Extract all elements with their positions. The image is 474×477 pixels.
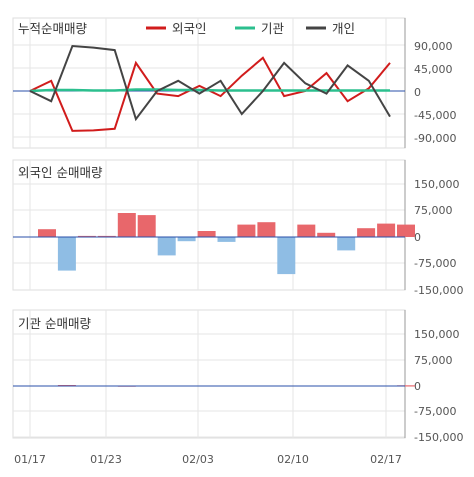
y-tick-label: -75,000 bbox=[414, 405, 456, 418]
bar bbox=[217, 237, 236, 242]
bar bbox=[57, 237, 76, 271]
x-axis: 01/17 01/23 02/03 02/10 02/17 bbox=[14, 453, 402, 466]
y-tick-label: -90,000 bbox=[414, 132, 456, 145]
bar bbox=[377, 223, 396, 237]
y-axis-ticks: 150,000 75,000 0 -75,000 -150,000 bbox=[414, 178, 463, 297]
bar bbox=[397, 224, 415, 237]
y-tick-label: 0 bbox=[414, 231, 421, 244]
y-tick-label: 90,000 bbox=[414, 40, 453, 53]
bar bbox=[237, 224, 256, 237]
institution-net-trading-panel: 기관 순매매량 150,000 75,000 0 -75,000 -150,00… bbox=[12, 309, 463, 444]
foreign-series-line bbox=[29, 56, 391, 132]
panel-title: 기관 순매매량 bbox=[18, 316, 91, 331]
individual-series-line bbox=[29, 44, 391, 122]
bars bbox=[13, 385, 415, 387]
institution-series-line bbox=[29, 88, 390, 93]
x-tick-label: 02/03 bbox=[182, 453, 214, 466]
y-tick-label: 0 bbox=[414, 86, 421, 99]
legend-label-individual: 개인 bbox=[332, 21, 355, 36]
panel-title: 누적순매매량 bbox=[18, 21, 88, 36]
y-tick-label: 0 bbox=[414, 380, 421, 393]
panel-title: 외국인 순매매량 bbox=[18, 165, 103, 180]
bar bbox=[38, 229, 56, 237]
x-tick-label: 02/10 bbox=[277, 453, 309, 466]
bar bbox=[357, 228, 376, 237]
legend: 외국인 기관 개인 bbox=[146, 21, 355, 36]
legend-label-institution: 기관 bbox=[261, 21, 285, 36]
y-tick-label: 150,000 bbox=[414, 178, 460, 191]
bar bbox=[177, 237, 196, 242]
foreign-net-trading-panel: 외국인 순매매량 150,000 75,000 0 -75,000 -150,0… bbox=[12, 159, 463, 297]
bars bbox=[13, 213, 415, 275]
gridlines bbox=[13, 18, 406, 148]
series-lines bbox=[13, 44, 405, 132]
bar bbox=[397, 385, 415, 387]
cumulative-net-trading-panel: 누적순매매량 외국인 기관 개인 90,000 45,000 0 -45,000… bbox=[12, 17, 456, 149]
bar bbox=[257, 222, 276, 237]
y-axis-ticks: 90,000 45,000 0 -45,000 -90,000 bbox=[414, 40, 456, 145]
bar bbox=[197, 231, 216, 237]
y-tick-label: -150,000 bbox=[414, 431, 463, 444]
x-tick-label: 01/23 bbox=[90, 453, 122, 466]
bar bbox=[137, 215, 156, 237]
legend-label-foreign: 외국인 bbox=[172, 21, 207, 36]
y-tick-label: 75,000 bbox=[414, 204, 453, 217]
x-tick-label: 02/17 bbox=[370, 453, 402, 466]
y-tick-label: -150,000 bbox=[414, 284, 463, 297]
bar bbox=[317, 232, 336, 237]
y-tick-label: 45,000 bbox=[414, 63, 453, 76]
bar bbox=[337, 237, 356, 251]
y-tick-label: 150,000 bbox=[414, 328, 460, 341]
bar bbox=[277, 237, 296, 275]
y-tick-label: -45,000 bbox=[414, 109, 456, 122]
y-tick-label: 75,000 bbox=[414, 354, 453, 367]
bar bbox=[157, 237, 176, 256]
bar bbox=[297, 224, 316, 237]
y-tick-label: -75,000 bbox=[414, 257, 456, 270]
x-tick-label: 01/17 bbox=[14, 453, 46, 466]
bar bbox=[117, 213, 136, 237]
y-axis-ticks: 150,000 75,000 0 -75,000 -150,000 bbox=[414, 328, 463, 444]
